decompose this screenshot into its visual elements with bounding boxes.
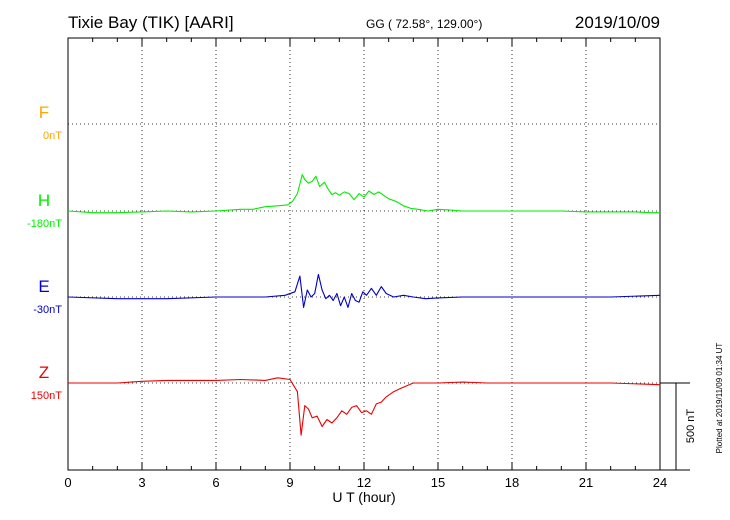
series-name-e: E — [38, 277, 49, 296]
plotted-at-note: Plotted at 2019/11/09 01:34 UT — [715, 343, 724, 454]
x-tick-label: 9 — [286, 475, 293, 490]
series-baseline-e: -30nT — [33, 304, 62, 316]
station-title: Tixie Bay (TIK) [AARI] — [68, 13, 234, 32]
x-tick-label: 15 — [431, 475, 445, 490]
x-tick-label: 21 — [579, 475, 593, 490]
x-tick-label: 6 — [212, 475, 219, 490]
series-name-z: Z — [39, 363, 49, 382]
series-name-f: F — [39, 103, 49, 122]
series-group — [67, 173, 661, 436]
series-baseline-z: 150nT — [31, 390, 62, 402]
series-line-h — [67, 173, 660, 214]
series-line-z — [68, 377, 661, 436]
scale-bar: 500 nT — [660, 382, 697, 471]
x-axis-label: U T (hour) — [332, 489, 395, 505]
series-labels: F 0nT H -180nT E -30nT Z 150nT — [27, 103, 62, 402]
series-baseline-h: -180nT — [27, 218, 62, 230]
series-baseline-f: 0nT — [43, 130, 62, 142]
series-name-h: H — [38, 191, 50, 210]
series-line-e — [67, 273, 661, 308]
x-tick-label: 24 — [653, 475, 667, 490]
x-tick-labels: 0 3 6 9 12 15 18 21 24 — [64, 475, 667, 490]
coordinates-label: GG ( 72.58°, 129.00°) — [366, 17, 482, 31]
axis-ticks — [67, 38, 661, 470]
scale-bar-label: 500 nT — [685, 409, 697, 444]
x-tick-label: 3 — [138, 475, 145, 490]
x-tick-label: 0 — [64, 475, 71, 490]
x-tick-label: 12 — [357, 475, 371, 490]
date-label: 2019/10/09 — [575, 13, 660, 32]
grid — [68, 38, 660, 470]
x-tick-label: 18 — [505, 475, 519, 490]
